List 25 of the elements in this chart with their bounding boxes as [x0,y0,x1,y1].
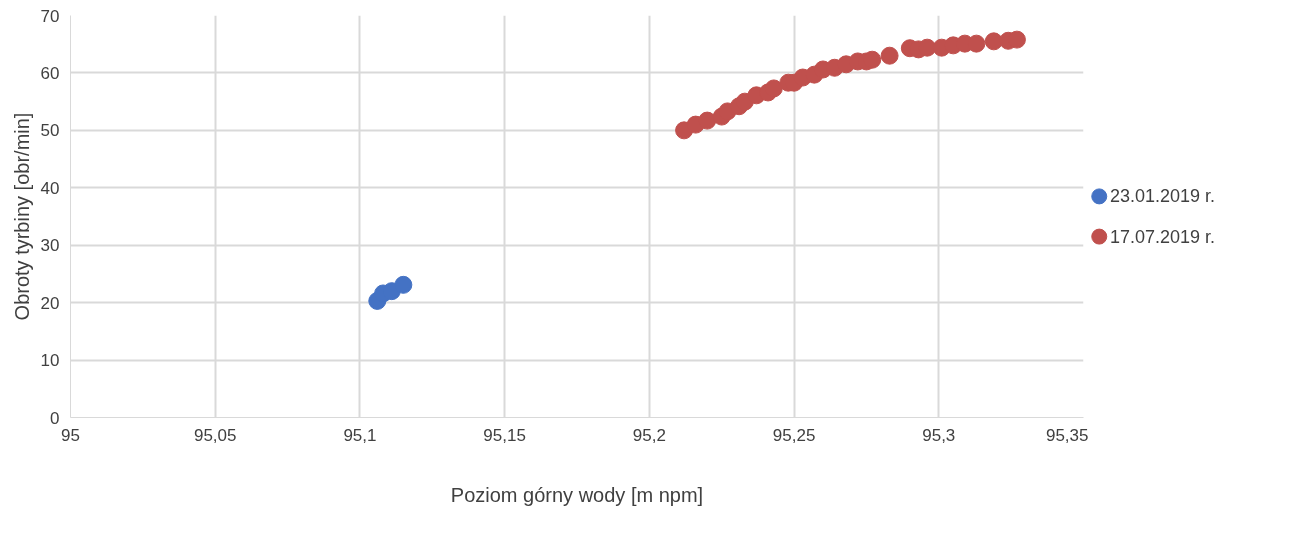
x-tick-label: 95,15 [483,425,526,445]
x-tick-label: 95,3 [922,425,956,445]
y-tick-label: 0 [50,408,60,428]
x-tick-label: 95,1 [343,425,377,445]
point [984,32,1003,51]
legend-label: 17.07.2019 r. [1110,226,1216,247]
y-tick-label: 50 [40,121,60,141]
x-tick-label: 95,25 [772,425,816,445]
legend-label: 23.01.2019 r. [1110,186,1216,207]
y-tick-label: 40 [40,178,60,198]
y-axis-title: Obroty tyrbiny [obr/min] [10,112,33,321]
y-tick-label: 20 [40,293,60,313]
x-tick-label: 95,05 [193,425,237,445]
x-tick-label: 95,2 [632,425,666,445]
y-tick-label: 10 [40,351,60,371]
point [394,275,413,294]
y-tick-label: 30 [40,236,60,256]
point [698,111,717,130]
y-tick-label: 70 [40,6,60,26]
x-tick-label: 95,35 [1045,425,1089,445]
y-tick-label: 60 [40,63,60,83]
x-tick-label: 95 [61,425,80,445]
point [880,46,899,65]
point [764,79,783,98]
x-axis-title: Poziom górny wody [m npm] [450,483,704,506]
